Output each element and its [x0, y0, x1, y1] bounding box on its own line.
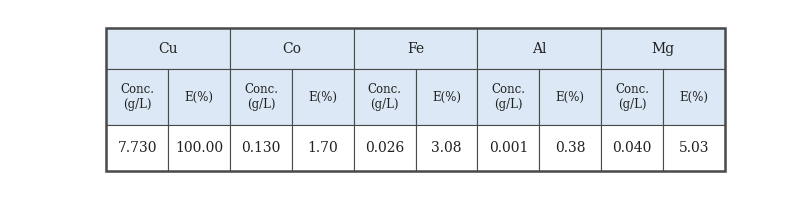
Bar — [292, 69, 354, 125]
Bar — [230, 28, 354, 69]
Text: E(%): E(%) — [432, 90, 461, 103]
Text: 5.03: 5.03 — [679, 141, 709, 155]
Text: Fe: Fe — [407, 42, 424, 56]
Bar — [415, 125, 478, 171]
Text: 100.00: 100.00 — [175, 141, 223, 155]
Text: E(%): E(%) — [185, 90, 213, 103]
Text: 0.130: 0.130 — [242, 141, 281, 155]
Bar — [478, 125, 539, 171]
Bar — [478, 69, 539, 125]
Bar — [354, 28, 478, 69]
Bar — [106, 69, 168, 125]
Text: Conc.
(g/L): Conc. (g/L) — [491, 83, 526, 111]
Text: Conc.
(g/L): Conc. (g/L) — [244, 83, 278, 111]
Bar — [539, 69, 601, 125]
Text: 0.026: 0.026 — [365, 141, 405, 155]
Text: E(%): E(%) — [308, 90, 337, 103]
Bar — [601, 125, 663, 171]
Text: 0.040: 0.040 — [612, 141, 652, 155]
Text: 0.38: 0.38 — [555, 141, 586, 155]
Bar — [601, 69, 663, 125]
Text: 0.001: 0.001 — [489, 141, 528, 155]
Text: 1.70: 1.70 — [307, 141, 338, 155]
Bar — [168, 69, 230, 125]
Bar — [354, 69, 415, 125]
Text: Co: Co — [282, 42, 302, 56]
Text: Al: Al — [532, 42, 547, 56]
Bar — [106, 28, 230, 69]
Text: 7.730: 7.730 — [118, 141, 157, 155]
Text: Conc.
(g/L): Conc. (g/L) — [367, 83, 401, 111]
Bar — [230, 125, 292, 171]
Bar — [168, 125, 230, 171]
Bar — [663, 69, 725, 125]
Text: Conc.
(g/L): Conc. (g/L) — [120, 83, 154, 111]
Text: Cu: Cu — [158, 42, 178, 56]
Text: Mg: Mg — [651, 42, 675, 56]
Bar — [478, 28, 601, 69]
Text: E(%): E(%) — [556, 90, 585, 103]
Text: E(%): E(%) — [680, 90, 709, 103]
Bar — [230, 69, 292, 125]
Text: Conc.
(g/L): Conc. (g/L) — [615, 83, 649, 111]
Bar — [663, 125, 725, 171]
Bar — [539, 125, 601, 171]
Bar — [415, 69, 478, 125]
Bar — [106, 125, 168, 171]
Bar — [354, 125, 415, 171]
Bar — [601, 28, 725, 69]
Bar — [292, 125, 354, 171]
Text: 3.08: 3.08 — [431, 141, 461, 155]
